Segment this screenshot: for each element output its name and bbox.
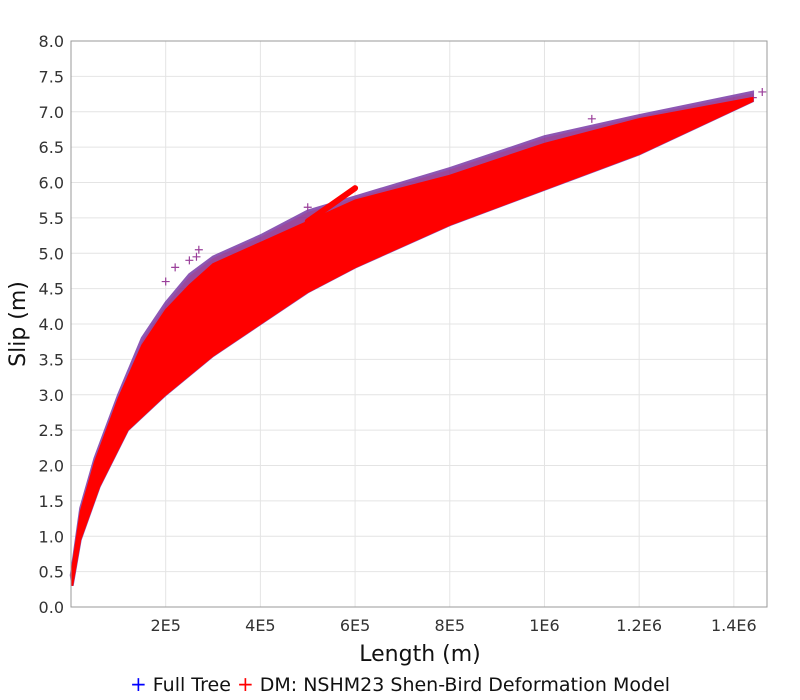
y-tick-label: 1.0 — [39, 527, 64, 546]
legend-marker-full-tree: + — [129, 672, 147, 696]
x-tick-label: 1E6 — [529, 616, 559, 635]
legend-label-full-tree: Full Tree — [152, 674, 231, 696]
legend-label-dm: DM: NSHM23 Shen-Bird Deformation Model — [259, 674, 671, 696]
legend-marker-dm: + — [236, 672, 254, 696]
chart-legend: + Full Tree + DM: NSHM23 Shen-Bird Defor… — [0, 672, 800, 696]
y-tick-label: 5.0 — [39, 244, 64, 263]
series-full-tree-point — [171, 263, 180, 272]
y-tick-label: 7.0 — [39, 103, 64, 122]
y-tick-label: 1.5 — [39, 492, 64, 511]
y-tick-label: 3.0 — [39, 386, 64, 405]
x-tick-label: 8E5 — [435, 616, 465, 635]
y-tick-label: 2.5 — [39, 421, 64, 440]
x-tick-label: 2E5 — [150, 616, 180, 635]
x-tick-label: 6E5 — [340, 616, 370, 635]
series-dm-band — [70, 96, 754, 586]
y-tick-label: 4.0 — [39, 315, 64, 334]
y-tick-label: 6.5 — [39, 138, 64, 157]
x-tick-label: 4E5 — [245, 616, 275, 635]
y-tick-label: 0.0 — [39, 598, 64, 617]
y-tick-label: 7.5 — [39, 67, 64, 86]
y-tick-label: 2.0 — [39, 457, 64, 476]
series-full-tree-point — [194, 245, 203, 254]
y-tick-label: 0.5 — [39, 563, 64, 582]
series-full-tree-point — [192, 252, 201, 261]
y-axis-title: Slip (m) — [6, 281, 31, 367]
series-full-tree-point — [161, 277, 170, 286]
x-axis-ticks: 2E5 4E5 6E5 8E5 1E6 1.2E6 1.4E6 — [150, 616, 756, 635]
y-axis-ticks: 0.0 0.5 1.0 1.5 2.0 2.5 3.0 3.5 4.0 4.5 5.0 5.5 6.0 6… — [39, 32, 64, 617]
plot-area-frame — [70, 40, 768, 608]
y-tick-label: 8.0 — [39, 32, 64, 51]
series-dm-spur — [304, 185, 359, 225]
y-tick-label: 5.5 — [39, 209, 64, 228]
series-full-tree-point — [587, 114, 596, 123]
x-axis-title: Length (m) — [359, 642, 480, 667]
y-tick-label: 6.0 — [39, 174, 64, 193]
series-full-tree-point — [758, 87, 767, 96]
series-full-tree-point — [303, 203, 312, 212]
y-tick-label: 4.5 — [39, 280, 64, 299]
y-tick-label: 3.5 — [39, 350, 64, 369]
series-full-tree-point — [185, 256, 194, 265]
x-tick-label: 1.2E6 — [616, 616, 662, 635]
x-tick-label: 1.4E6 — [711, 616, 757, 635]
series-layer — [69, 87, 767, 586]
